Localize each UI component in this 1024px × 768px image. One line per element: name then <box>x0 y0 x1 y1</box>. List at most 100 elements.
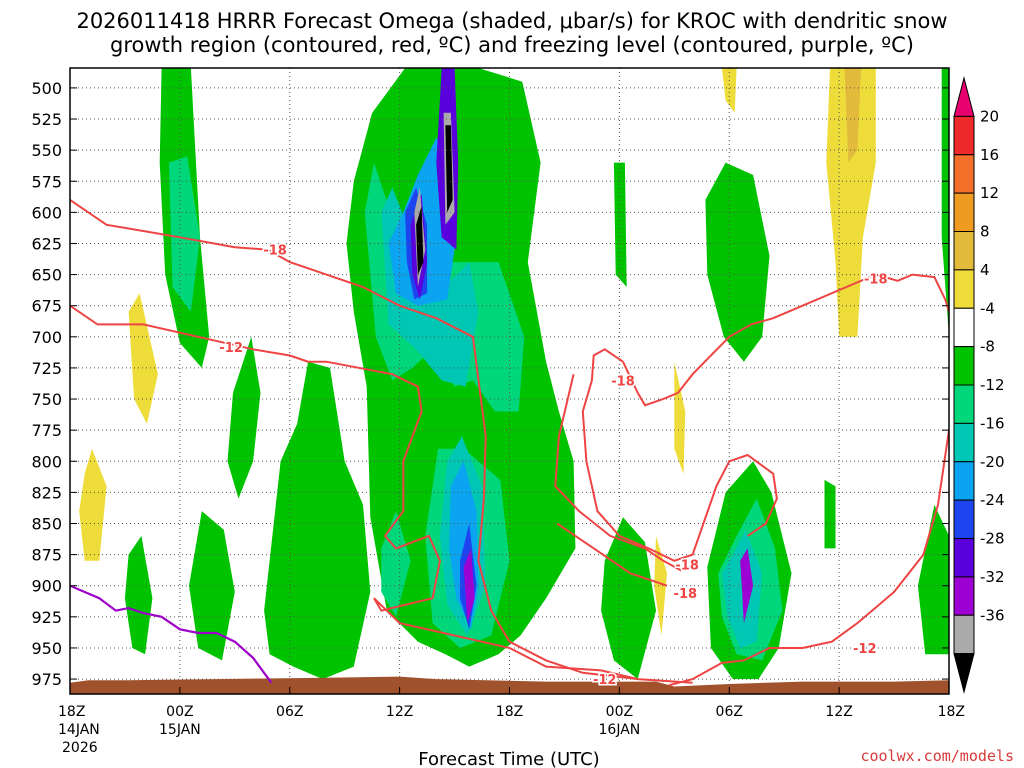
x-tick-label-18: 12Z <box>386 704 413 720</box>
y-tick-label-975: 975 <box>31 670 62 689</box>
y-tick-label-625: 625 <box>31 234 62 253</box>
contour-label-5: -18 <box>674 587 698 602</box>
colorbar-label-10: -24 <box>980 491 1005 509</box>
omega-region-34 <box>445 125 453 213</box>
colorbar-label-13: -36 <box>980 606 1005 624</box>
contour-label-0: -18 <box>263 244 287 259</box>
x-tick-label-0: 18Z <box>58 704 85 720</box>
y-tick-label-925: 925 <box>31 608 62 627</box>
freezing-level-contour <box>70 584 273 684</box>
colorbar-label-11: -28 <box>980 530 1005 548</box>
y-tick-label-950: 950 <box>31 639 62 658</box>
omega-region-2 <box>124 535 153 655</box>
chart-title: 2026011418 HRRR Forecast Omega (shaded, … <box>76 9 947 57</box>
omega-region-7 <box>601 517 656 680</box>
x-tick-date-30: 16JAN <box>599 722 641 738</box>
colorbar-label-6: -8 <box>980 338 995 356</box>
x-tick-label-30: 00Z <box>606 704 633 720</box>
colorbar-bin-12 <box>953 538 975 578</box>
colorbar-bin-11 <box>953 499 975 539</box>
omega-region-14 <box>168 156 200 312</box>
colorbar-bin-1 <box>953 115 975 156</box>
x-axis-label: Forecast Time (UTC) <box>418 749 599 768</box>
title-line-2: growth region (contoured, red, ºC) and f… <box>110 33 914 57</box>
dgz-contour-5 <box>581 348 778 562</box>
x-tick-label-24: 18Z <box>496 704 523 720</box>
y-tick-label-725: 725 <box>31 359 62 378</box>
dgz-contour-2 <box>554 373 683 572</box>
omega-region-10 <box>917 504 949 655</box>
y-tick-label-675: 675 <box>31 297 62 316</box>
y-tick-label-650: 650 <box>31 266 62 285</box>
y-tick-label-525: 525 <box>31 110 62 129</box>
freezing-level-line <box>70 584 273 684</box>
omega-shading <box>79 68 949 680</box>
dgz-contour-4 <box>622 273 949 407</box>
colorbar-label-2: 12 <box>980 184 999 202</box>
omega-region-8 <box>705 162 770 362</box>
omega-region-11 <box>824 479 836 549</box>
omega-region-3 <box>189 511 235 661</box>
omega-region-38 <box>674 361 686 474</box>
colorbar-label-12: -32 <box>980 568 1005 586</box>
colorbar-label-8: -16 <box>980 414 1005 432</box>
credit-text: coolwx.com/models <box>860 747 1014 765</box>
y-tick-label-900: 900 <box>31 577 62 596</box>
x-tick-label-48: 18Z <box>938 704 965 720</box>
contour-labels: -18 -12 -18 -18 -18 -18 -12 -12 <box>218 242 889 689</box>
y-tick-label-850: 850 <box>31 514 62 533</box>
colorbar-bin-14 <box>953 614 975 655</box>
omega-region-33 <box>416 206 424 275</box>
colorbar-label-1: 16 <box>980 146 999 164</box>
x-tick-date-0: 14JAN <box>58 722 100 738</box>
contour-label-1: -12 <box>219 341 243 356</box>
colorbar-bin-9 <box>953 422 975 463</box>
omega-region-12 <box>941 68 949 337</box>
dgz-contours <box>70 199 949 687</box>
dgz-contour-3 <box>556 522 668 587</box>
x-tick-label-12: 06Z <box>276 704 303 720</box>
y-tick-label-875: 875 <box>31 546 62 565</box>
colorbar-label-7: -12 <box>980 376 1005 394</box>
omega-region-40 <box>721 68 737 113</box>
y-tick-label-550: 550 <box>31 141 62 160</box>
colorbar-label-3: 8 <box>980 223 990 241</box>
colorbar-bin-10 <box>953 461 975 501</box>
omega-region-15 <box>381 511 411 617</box>
omega-region-13 <box>613 162 627 287</box>
omega-region-4 <box>264 361 371 680</box>
contour-label-7: -12 <box>853 642 877 657</box>
x-tick-date-6: 15JAN <box>159 722 201 738</box>
y-tick-label-700: 700 <box>31 328 62 347</box>
omega-region-37 <box>826 68 876 337</box>
omega-region-36 <box>128 293 158 424</box>
contour-label-3: -18 <box>864 272 888 287</box>
colorbar-bin-8 <box>953 384 975 424</box>
colorbar-bin-2 <box>953 154 975 194</box>
dgz-contour-6 <box>743 430 949 662</box>
colorbar-bin-7 <box>953 346 975 386</box>
omega-region-29 <box>463 548 475 624</box>
x-axis-ticks: 18Z 14JAN 2026 00Z 15JAN 06Z 12Z 18Z 00Z 16JAN 06Z… <box>58 687 965 756</box>
y-tick-label-775: 775 <box>31 421 62 440</box>
y-axis-ticks: 500 525 550 575 600 625 650 675 700 725 750 775 800 8… <box>31 79 949 689</box>
contour-label-4: -18 <box>675 559 699 574</box>
colorbar-label-0: 20 <box>980 107 999 125</box>
y-tick-label-800: 800 <box>31 452 62 471</box>
y-tick-label-600: 600 <box>31 203 62 222</box>
dgz-contour-7 <box>668 659 745 687</box>
y-tick-label-825: 825 <box>31 483 62 502</box>
y-tick-label-575: 575 <box>31 172 62 191</box>
dgz-contour-1 <box>70 304 693 684</box>
colorbar: 20 16 12 8 4 -4 -8 -12 -16 -20 -24 -28 -32 -36 <box>953 76 1005 694</box>
colorbar-bin-5 <box>953 269 975 309</box>
omega-region-41 <box>844 68 862 163</box>
omega-region-1 <box>227 336 261 499</box>
contour-label-6: -12 <box>593 673 617 688</box>
colorbar-bin-4 <box>953 231 975 271</box>
colorbar-label-9: -20 <box>980 453 1005 471</box>
y-tick-label-500: 500 <box>31 79 62 98</box>
x-tick-label-36: 06Z <box>716 704 743 720</box>
colorbar-bin-13 <box>953 576 975 616</box>
